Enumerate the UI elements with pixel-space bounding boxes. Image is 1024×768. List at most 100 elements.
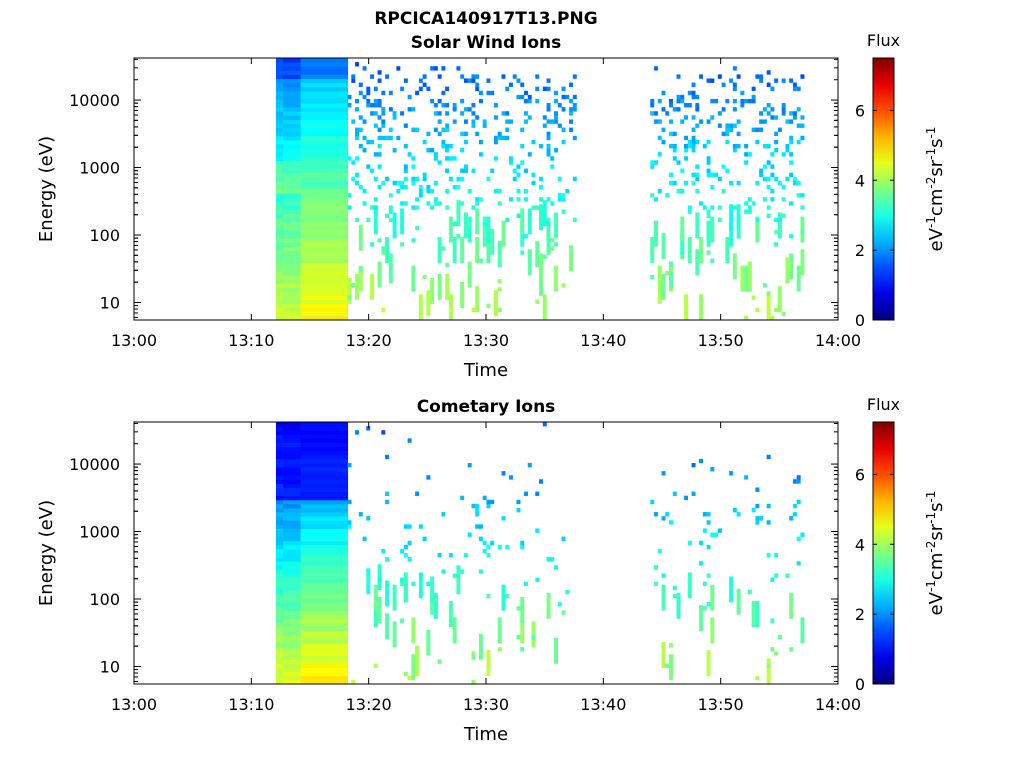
heatmap-cell — [505, 119, 510, 124]
heatmap-cell — [505, 127, 510, 132]
heatmap-cell — [687, 205, 692, 210]
heatmap-cell — [729, 220, 734, 247]
heatmap-cell — [300, 283, 349, 288]
heatmap-cell — [550, 156, 555, 161]
heatmap-cell — [695, 103, 700, 108]
heatmap-cell — [411, 180, 416, 186]
heatmap-cell — [283, 643, 302, 648]
heatmap-cell — [426, 86, 431, 92]
heatmap-cell — [418, 572, 423, 599]
heatmap-cell — [721, 82, 726, 87]
heatmap-cell — [792, 111, 797, 116]
heatmap-cell — [460, 131, 465, 137]
heatmap-cell — [437, 160, 442, 165]
heatmap-cell — [527, 98, 532, 104]
heatmap-cell — [300, 254, 349, 260]
heatmap-cell — [411, 205, 416, 210]
heatmap-cell — [448, 294, 453, 320]
heatmap-cell — [300, 499, 349, 505]
heatmap-cell — [275, 618, 284, 624]
heatmap-cell — [684, 495, 689, 501]
heatmap-cell — [789, 78, 794, 83]
heatmap-cell — [546, 221, 551, 227]
heatmap-cell — [497, 241, 502, 268]
heatmap-cell — [520, 250, 525, 255]
heatmap-cell — [400, 86, 405, 92]
heatmap-cell — [275, 487, 284, 493]
heatmap-cell — [665, 663, 670, 668]
heatmap-cell — [275, 655, 284, 660]
heatmap-cell — [539, 143, 543, 149]
heatmap-cell — [766, 658, 771, 684]
heatmap-cell — [478, 90, 483, 96]
heatmap-cell — [493, 103, 498, 108]
heatmap-cell — [283, 593, 302, 599]
heatmap-cell — [283, 176, 302, 182]
heatmap-cell — [300, 291, 349, 296]
heatmap-cell — [657, 135, 662, 141]
heatmap-cell — [792, 82, 797, 87]
heatmap-cell — [744, 209, 749, 214]
heatmap-cell — [569, 127, 574, 132]
heatmap-cell — [684, 294, 689, 320]
colorbar — [872, 57, 895, 321]
heatmap-cell — [403, 168, 408, 173]
colorbar-tick-label: 6 — [855, 465, 865, 484]
heatmap-cell — [796, 86, 801, 92]
heatmap-cells — [275, 58, 805, 320]
heatmap-cell — [516, 94, 521, 100]
heatmap-cell — [362, 135, 367, 141]
heatmap-cell — [366, 86, 371, 92]
heatmap-cell — [283, 540, 302, 546]
heatmap-cell — [283, 536, 302, 542]
heatmap-cell — [497, 189, 502, 194]
heatmap-cell — [275, 303, 284, 309]
heatmap-cell — [433, 180, 438, 186]
heatmap-cell — [300, 528, 349, 534]
heatmap-cell — [800, 205, 805, 210]
heatmap-cell — [433, 66, 438, 71]
heatmap-cell — [691, 82, 696, 87]
heatmap-cell — [422, 139, 427, 145]
heatmap-cell — [725, 168, 730, 173]
heatmap-cell — [747, 205, 752, 210]
heatmap-cell — [275, 180, 284, 186]
heatmap-cell — [300, 458, 349, 464]
heatmap-cell — [275, 90, 284, 96]
heatmap-cell — [300, 659, 349, 665]
heatmap-cell — [497, 647, 502, 652]
heatmap-cell — [275, 638, 284, 644]
heatmap-cell — [388, 127, 393, 132]
heatmap-cell — [300, 287, 349, 292]
heatmap-cell — [283, 569, 302, 574]
heatmap-cell — [717, 74, 722, 79]
heatmap-cell — [669, 266, 673, 272]
heatmap-cell — [377, 70, 382, 75]
heatmap-cell — [347, 295, 352, 300]
heatmap-cell — [275, 119, 284, 124]
heatmap-cell — [535, 86, 540, 92]
heatmap-cell — [478, 98, 483, 104]
heatmap-cell — [275, 585, 284, 591]
heatmap-cell — [275, 221, 284, 227]
heatmap-cell — [456, 568, 461, 595]
heatmap-cell — [691, 90, 696, 96]
heatmap-cell — [275, 565, 284, 570]
heatmap-cell — [456, 184, 461, 190]
heatmap-cell — [411, 156, 416, 161]
heatmap-cell — [283, 442, 302, 448]
heatmap-cell — [680, 94, 685, 100]
heatmap-cell — [460, 237, 465, 263]
heatmap-cell — [300, 274, 349, 280]
heatmap-cell — [385, 491, 390, 496]
heatmap-cell — [691, 139, 696, 145]
heatmap-cell — [283, 577, 302, 583]
heatmap-cell — [456, 176, 461, 182]
heatmap-cell — [729, 180, 734, 186]
heatmap-cell — [275, 544, 284, 550]
heatmap-cell — [400, 111, 405, 116]
heatmap-cell — [351, 283, 356, 288]
heatmap-cell — [430, 98, 435, 104]
heatmap-cell — [774, 131, 779, 137]
heatmap-cell — [699, 540, 704, 546]
